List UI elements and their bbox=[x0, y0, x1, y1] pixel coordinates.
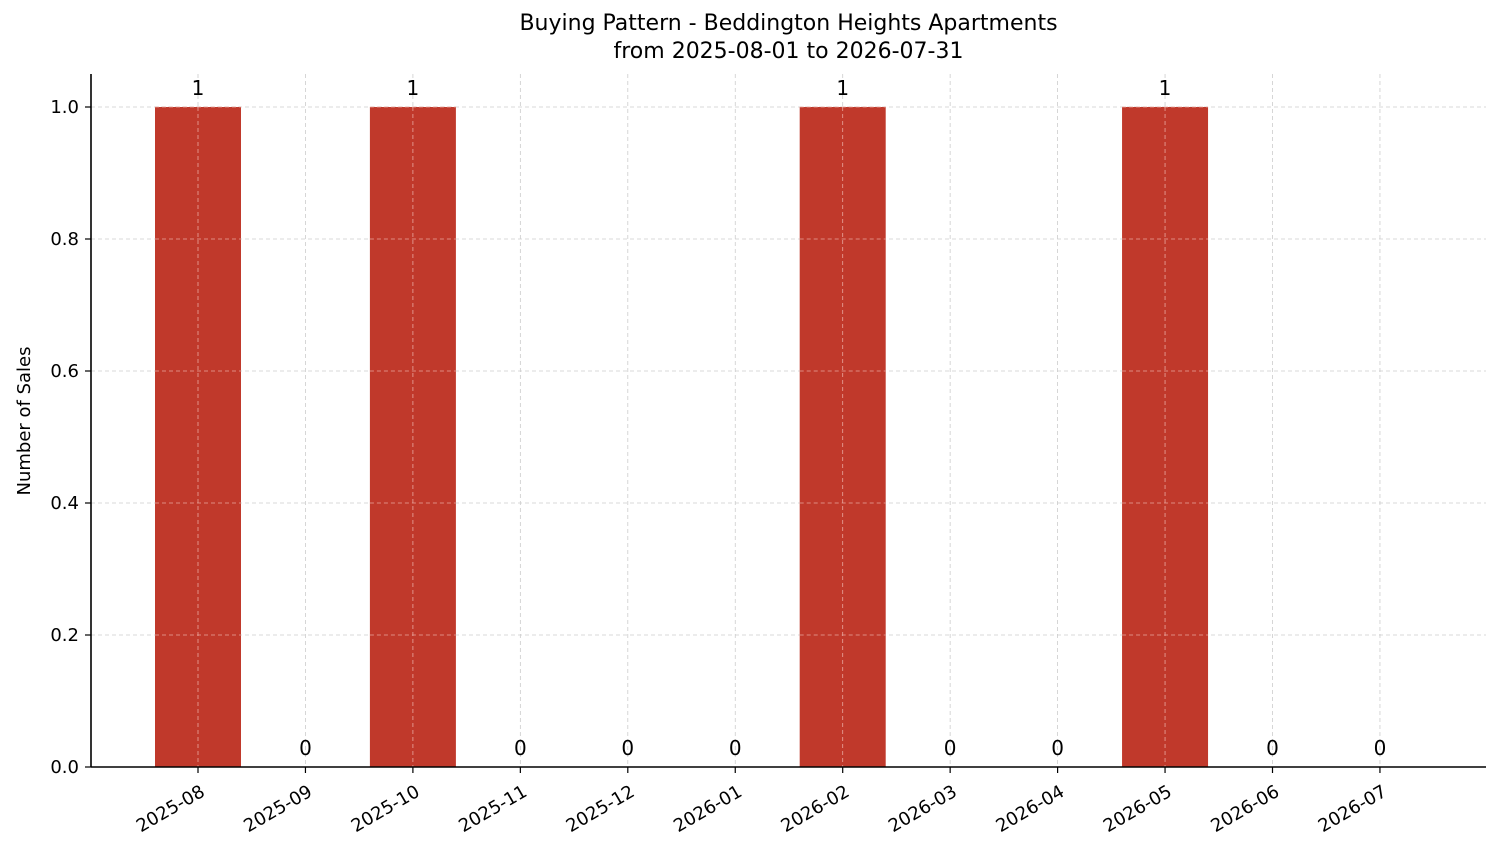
y-tick-label: 1.0 bbox=[50, 97, 79, 118]
data-label: 0 bbox=[621, 736, 634, 760]
chart-subtitle: from 2025-08-01 to 2026-07-31 bbox=[613, 39, 964, 64]
x-tick-label: 2026-02 bbox=[778, 781, 854, 837]
x-tick-label: 2026-03 bbox=[885, 781, 961, 837]
bars bbox=[155, 106, 1209, 767]
y-axis-label: Number of Sales bbox=[14, 346, 35, 495]
x-tick-label: 2026-04 bbox=[992, 781, 1068, 837]
y-tick-label: 0.2 bbox=[50, 625, 79, 646]
data-label: 1 bbox=[836, 76, 849, 100]
y-tick-label: 0.0 bbox=[50, 757, 79, 778]
data-label: 1 bbox=[407, 76, 420, 100]
y-ticks: 0.0 0.2 0.4 0.6 0.8 1.0 bbox=[50, 97, 91, 778]
data-label: 0 bbox=[1051, 736, 1064, 760]
y-tick-label: 0.8 bbox=[50, 229, 79, 250]
data-label: 0 bbox=[729, 736, 742, 760]
data-label: 0 bbox=[514, 736, 527, 760]
grid bbox=[91, 74, 1486, 767]
axes bbox=[90, 74, 1486, 768]
data-label: 0 bbox=[944, 736, 957, 760]
x-tick-label: 2026-06 bbox=[1207, 781, 1283, 837]
x-tick-label: 2025-11 bbox=[455, 781, 531, 837]
data-label: 1 bbox=[192, 76, 205, 100]
x-tick-label: 2025-09 bbox=[240, 781, 316, 837]
x-ticks: 2025-08 2025-09 2025-10 2025-11 2025-12 2026-… bbox=[133, 767, 1391, 837]
x-tick-label: 2026-05 bbox=[1100, 781, 1176, 837]
x-tick-label: 2025-08 bbox=[133, 781, 209, 837]
data-label: 0 bbox=[299, 736, 312, 760]
x-tick-label: 2026-01 bbox=[670, 781, 746, 837]
data-label: 0 bbox=[1266, 736, 1279, 760]
chart-title: Buying Pattern - Beddington Heights Apar… bbox=[519, 11, 1058, 36]
y-tick-label: 0.4 bbox=[50, 493, 79, 514]
x-tick-label: 2026-07 bbox=[1315, 781, 1391, 837]
x-tick-label: 2025-12 bbox=[563, 781, 639, 837]
data-label: 0 bbox=[1374, 736, 1387, 760]
x-tick-label: 2025-10 bbox=[348, 781, 424, 837]
data-labels: 1 0 1 0 0 0 1 0 0 1 0 0 bbox=[192, 76, 1387, 760]
y-tick-label: 0.6 bbox=[50, 361, 79, 382]
data-label: 1 bbox=[1159, 76, 1172, 100]
